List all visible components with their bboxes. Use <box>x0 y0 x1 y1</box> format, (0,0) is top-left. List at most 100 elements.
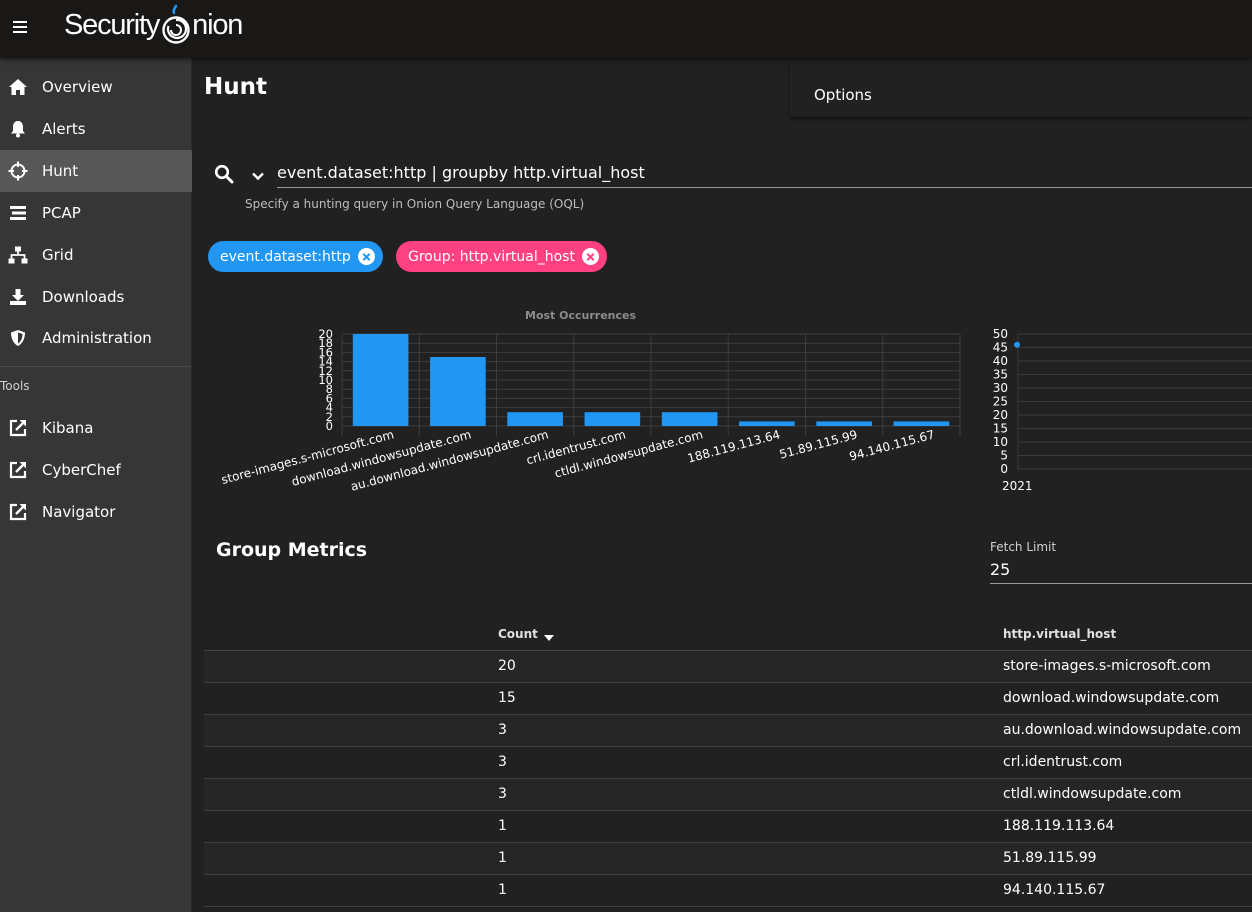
timeline-y-tick: 20 <box>993 408 1008 422</box>
table-row[interactable]: 1 51.89.115.99 <box>204 842 1252 875</box>
fetch-limit-label: Fetch Limit <box>990 540 1057 554</box>
query-input[interactable] <box>277 158 1252 188</box>
security-onion-logo[interactable]: Security nion <box>64 3 243 47</box>
host-cell[interactable]: ctldl.windowsupdate.com <box>1003 778 1252 811</box>
filter-chip-group[interactable]: Group: http.virtual_host <box>396 241 607 272</box>
bar-category-label: 94.140.115.67 <box>848 427 936 463</box>
bar-chart-y-tick: 18 <box>318 336 333 350</box>
filter-chip-label: event.dataset:http <box>220 248 351 265</box>
timeline-point <box>1014 341 1020 348</box>
bar <box>507 412 563 426</box>
bar-chart-y-tick: 0 <box>326 419 333 433</box>
bar <box>739 421 795 426</box>
count-cell[interactable]: 1 <box>498 810 1003 843</box>
sidebar-item-grid[interactable]: Grid <box>0 234 192 276</box>
sidebar-item-downloads[interactable]: Downloads <box>0 276 192 318</box>
sort-desc-icon[interactable] <box>543 634 554 641</box>
count-cell[interactable]: 3 <box>498 714 1003 747</box>
table-row[interactable]: 20 store-images.s-microsoft.com <box>204 650 1252 683</box>
host-cell[interactable]: au.download.windowsupdate.com <box>1003 714 1252 747</box>
sidebar-item-pcap[interactable]: PCAP <box>0 192 192 234</box>
charts-svg: Most Occurrences02468101214161820store-i… <box>220 309 1252 494</box>
count-cell[interactable]: 20 <box>498 650 1003 683</box>
bar-chart-y-tick: 8 <box>326 382 333 396</box>
search-icon[interactable] <box>214 164 234 184</box>
host-cell[interactable]: 188.119.113.64 <box>1003 810 1252 843</box>
count-cell[interactable]: 3 <box>498 778 1003 811</box>
column-header-host[interactable]: http.virtual_host <box>1003 618 1252 651</box>
chevron-down-icon[interactable] <box>250 168 266 184</box>
sidebar-item-navigator[interactable]: Navigator <box>0 491 192 533</box>
close-icon[interactable] <box>357 248 375 265</box>
options-label: Options <box>814 86 872 104</box>
timeline-y-tick: 5 <box>1000 449 1008 463</box>
bar <box>893 421 950 426</box>
bar <box>584 412 641 426</box>
host-cell[interactable]: 94.140.115.67 <box>1003 874 1252 907</box>
sidebar-divider <box>0 366 191 367</box>
sitemap-icon <box>8 245 28 265</box>
timeline-y-tick: 45 <box>993 341 1008 355</box>
count-cell[interactable]: 1 <box>498 842 1003 875</box>
table-row[interactable]: 15 download.windowsupdate.com <box>204 682 1252 715</box>
bar-chart-y-tick: 2 <box>326 410 333 424</box>
table-row[interactable]: 3 ctldl.windowsupdate.com <box>204 778 1252 811</box>
table-body: 20 store-images.s-microsoft.com 15 download… <box>204 650 1252 907</box>
home-icon <box>8 77 28 97</box>
timeline-y-tick: 15 <box>993 422 1008 436</box>
bar-chart-y-tick: 6 <box>326 391 333 405</box>
onion-logo-icon <box>162 4 190 44</box>
options-panel[interactable]: Options <box>790 60 1252 117</box>
crosshairs-icon <box>8 161 28 181</box>
count-cell[interactable]: 1 <box>498 874 1003 907</box>
external-link-icon <box>8 460 28 480</box>
sidebar-item-administration[interactable]: Administration <box>0 317 192 359</box>
shield-icon <box>8 328 28 348</box>
row-spacer <box>204 842 498 875</box>
row-spacer <box>204 746 498 779</box>
row-spacer <box>204 714 498 747</box>
sidebar-item-alerts[interactable]: Alerts <box>0 108 192 150</box>
timeline-y-tick: 50 <box>993 327 1008 341</box>
bar <box>816 421 872 426</box>
filter-chip-label: Group: http.virtual_host <box>408 248 575 265</box>
host-cell[interactable]: download.windowsupdate.com <box>1003 682 1252 715</box>
bar <box>430 357 486 426</box>
sidebar-item-overview[interactable]: Overview <box>0 66 192 108</box>
count-cell[interactable]: 15 <box>498 682 1003 715</box>
external-link-icon <box>8 418 28 438</box>
filter-chip-dataset[interactable]: event.dataset:http <box>208 241 383 272</box>
hamburger-menu-icon[interactable] <box>6 13 34 41</box>
sidebar-item-kibana[interactable]: Kibana <box>0 407 192 449</box>
bell-icon <box>8 119 28 139</box>
timeline-x-tick: 2021 <box>1002 479 1033 493</box>
table-row[interactable]: 1 188.119.113.64 <box>204 810 1252 843</box>
host-cell[interactable]: 51.89.115.99 <box>1003 842 1252 875</box>
bar-chart-y-tick: 20 <box>318 327 333 341</box>
sidebar-item-hunt[interactable]: Hunt <box>0 150 192 192</box>
table-row[interactable]: 1 94.140.115.67 <box>204 874 1252 907</box>
page-title: Hunt <box>204 74 267 100</box>
table-row[interactable]: 3 au.download.windowsupdate.com <box>204 714 1252 747</box>
sidebar: Overview Alerts Hunt PCAP Grid Downloads <box>0 58 192 912</box>
sidebar-item-cyberchef[interactable]: CyberChef <box>0 449 192 491</box>
host-cell[interactable]: store-images.s-microsoft.com <box>1003 650 1252 683</box>
timeline-y-tick: 30 <box>993 381 1008 395</box>
row-spacer <box>204 874 498 907</box>
column-header-count[interactable]: Count <box>498 618 1003 651</box>
table-row[interactable]: 3 crl.identrust.com <box>204 746 1252 779</box>
bar-chart-y-tick: 14 <box>318 355 333 369</box>
timeline-y-tick: 10 <box>993 435 1008 449</box>
count-cell[interactable]: 3 <box>498 746 1003 779</box>
bar-chart-title: Most Occurrences <box>525 309 636 322</box>
host-cell[interactable]: crl.identrust.com <box>1003 746 1252 779</box>
fetch-limit-input[interactable] <box>990 556 1252 584</box>
timeline-y-tick: 25 <box>993 395 1008 409</box>
bar-category-label: 51.89.115.99 <box>778 427 859 461</box>
bar <box>661 412 718 426</box>
close-icon[interactable] <box>581 248 599 265</box>
group-metrics-title: Group Metrics <box>216 539 368 561</box>
external-link-icon <box>8 502 28 522</box>
table-header-row: Count http.virtual_host <box>204 618 1252 651</box>
timeline-y-tick: 35 <box>993 368 1008 382</box>
